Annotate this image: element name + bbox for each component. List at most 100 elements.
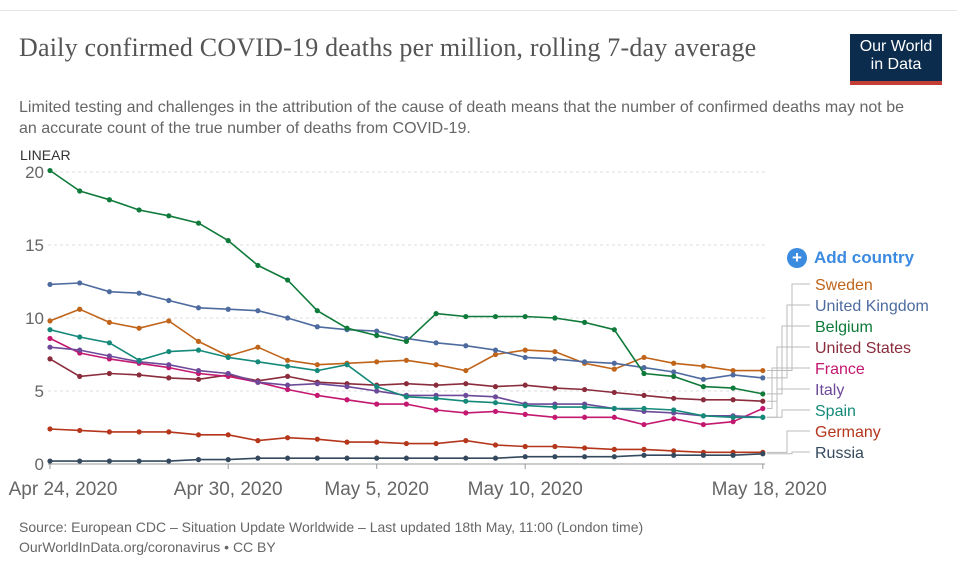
series-russia bbox=[47, 451, 766, 464]
legend-leader-sweden bbox=[766, 283, 810, 372]
data-point bbox=[314, 362, 320, 368]
legend-label-russia: Russia bbox=[815, 445, 864, 462]
data-point bbox=[195, 338, 202, 344]
data-point bbox=[285, 382, 291, 388]
data-point bbox=[225, 432, 231, 438]
data-point bbox=[700, 413, 707, 419]
data-point bbox=[492, 408, 499, 415]
data-point bbox=[255, 308, 261, 314]
series-germany bbox=[47, 426, 766, 455]
data-point bbox=[463, 398, 469, 404]
scale-toggle[interactable]: LINEAR bbox=[20, 147, 71, 163]
x-tick-label: May 5, 2020 bbox=[324, 479, 429, 500]
license-link[interactable]: OurWorldInData.org/coronavirus • CC BY bbox=[19, 539, 276, 555]
data-point bbox=[433, 407, 439, 413]
data-point bbox=[195, 347, 202, 353]
legend-leader-spain bbox=[766, 409, 810, 418]
legend-label-sweden: Sweden bbox=[815, 277, 873, 294]
add-country-button[interactable]: + Add country bbox=[787, 248, 914, 268]
data-point bbox=[463, 455, 469, 461]
data-point bbox=[582, 454, 588, 460]
legend-label-spain: Spain bbox=[815, 403, 856, 420]
data-point bbox=[106, 429, 112, 435]
data-point bbox=[492, 455, 499, 461]
data-point bbox=[314, 324, 320, 330]
data-point bbox=[136, 372, 142, 378]
data-point bbox=[225, 306, 231, 312]
y-tick-label: 0 bbox=[35, 455, 44, 474]
series-united-kingdom bbox=[47, 280, 766, 382]
data-point bbox=[47, 167, 53, 174]
data-point bbox=[730, 452, 736, 458]
data-point bbox=[671, 448, 677, 454]
data-point bbox=[225, 354, 231, 361]
data-point bbox=[641, 446, 647, 452]
data-point bbox=[403, 455, 409, 461]
data-point bbox=[47, 426, 53, 432]
data-point bbox=[760, 375, 766, 381]
legend-leader-united-kingdom bbox=[766, 304, 810, 379]
data-point bbox=[582, 404, 588, 410]
data-point bbox=[522, 443, 528, 450]
data-point bbox=[106, 370, 112, 377]
x-tick-label: Apr 24, 2020 bbox=[9, 479, 118, 500]
data-point bbox=[166, 362, 172, 368]
data-point bbox=[433, 395, 439, 401]
data-point bbox=[255, 359, 261, 365]
data-point bbox=[106, 319, 112, 325]
data-point bbox=[77, 306, 83, 312]
data-point bbox=[492, 351, 499, 358]
data-point bbox=[760, 451, 766, 457]
data-point bbox=[463, 313, 469, 320]
data-point bbox=[641, 392, 647, 398]
data-point bbox=[77, 373, 83, 379]
data-point bbox=[225, 457, 231, 463]
data-point bbox=[77, 458, 83, 464]
data-point bbox=[195, 432, 202, 438]
legend-leader-belgium bbox=[766, 325, 810, 395]
data-point bbox=[195, 220, 202, 226]
data-point bbox=[641, 452, 647, 458]
legend-leader-russia bbox=[766, 451, 810, 455]
data-point bbox=[611, 414, 617, 420]
logo-line-1: Our World bbox=[859, 38, 933, 55]
data-point bbox=[47, 344, 53, 350]
data-point bbox=[641, 421, 647, 428]
data-point bbox=[552, 404, 558, 410]
logo-line-2: in Data bbox=[870, 56, 922, 73]
data-point bbox=[522, 382, 528, 388]
data-point bbox=[730, 419, 736, 425]
data-point bbox=[433, 382, 439, 388]
owid-logo[interactable]: Our World in Data bbox=[850, 34, 942, 85]
data-point bbox=[433, 455, 439, 461]
data-point bbox=[433, 340, 439, 346]
data-point bbox=[77, 427, 83, 434]
plus-circle-icon: + bbox=[787, 248, 807, 268]
top-divider bbox=[0, 10, 957, 11]
data-point bbox=[166, 429, 172, 435]
data-point bbox=[760, 405, 766, 412]
data-point bbox=[285, 386, 291, 393]
data-point bbox=[730, 367, 736, 374]
data-point bbox=[552, 414, 558, 420]
data-point bbox=[403, 440, 409, 447]
y-tick-label: 10 bbox=[25, 309, 44, 328]
data-point bbox=[314, 367, 320, 374]
data-point bbox=[611, 366, 617, 372]
data-point bbox=[374, 388, 380, 394]
data-point bbox=[522, 313, 528, 320]
data-point bbox=[700, 384, 707, 390]
data-point bbox=[671, 407, 677, 413]
data-point bbox=[136, 429, 142, 435]
data-point bbox=[641, 370, 647, 377]
data-point bbox=[255, 344, 261, 350]
data-point bbox=[136, 207, 142, 213]
data-point bbox=[522, 347, 528, 353]
data-point bbox=[611, 454, 617, 460]
data-point bbox=[611, 360, 617, 366]
legend-leader-united-states bbox=[766, 346, 810, 402]
legend-label-germany: Germany bbox=[815, 424, 881, 441]
series-belgium bbox=[47, 167, 766, 397]
data-point bbox=[730, 414, 736, 420]
